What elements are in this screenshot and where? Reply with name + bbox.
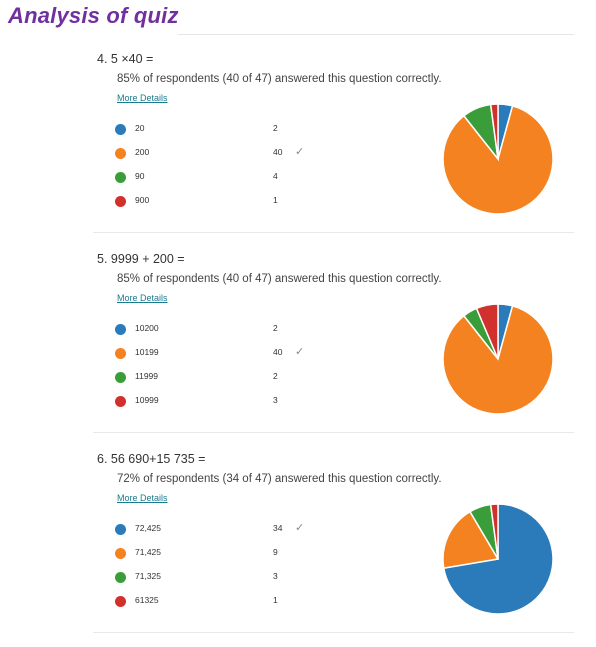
legend-dot (115, 596, 126, 607)
more-details-link[interactable]: More Details (117, 93, 168, 103)
option-row: 20 2 (115, 122, 345, 138)
legend-dot (115, 324, 126, 335)
page-title: Analysis of quiz (8, 3, 179, 28)
option-label: 61325 (135, 595, 159, 605)
option-row: 10999 3 (115, 394, 345, 410)
question-text: 9999 + 200 = (110, 252, 185, 266)
question-divider (93, 232, 574, 233)
option-label: 90 (135, 171, 145, 181)
question-divider (93, 432, 574, 433)
option-row: 10200 2 (115, 322, 345, 338)
legend-dot (115, 572, 126, 583)
option-row: 61325 1 (115, 594, 345, 610)
title-divider (178, 34, 574, 35)
option-count: 3 (273, 571, 278, 581)
legend-dot (115, 396, 126, 407)
option-count: 1 (273, 595, 278, 605)
pie-slice-10999 (475, 303, 499, 360)
option-row: 72,425 34 ✓ (115, 522, 345, 538)
question-summary: 85% of respondents (40 of 47) answered t… (117, 73, 442, 85)
more-details-link[interactable]: More Details (117, 293, 168, 303)
legend-dot (115, 172, 126, 183)
question-number: 6. (97, 452, 108, 466)
option-label: 10200 (135, 323, 159, 333)
option-row: 10199 40 ✓ (115, 346, 345, 362)
question-heading: 6. 56 690+15 735 = (97, 452, 205, 466)
question-number: 5. (97, 252, 108, 266)
checkmark-icon: ✓ (295, 346, 305, 358)
pie-slice-71425 (442, 510, 500, 570)
option-count: 34 (273, 523, 283, 533)
question-divider (93, 632, 574, 633)
option-count: 40 (273, 147, 283, 157)
option-label: 20 (135, 123, 145, 133)
option-row: 900 1 (115, 194, 345, 210)
option-count: 2 (273, 371, 278, 381)
option-label: 10199 (135, 347, 159, 357)
legend-dot (115, 348, 126, 359)
question-summary: 72% of respondents (34 of 47) answered t… (117, 473, 442, 485)
legend-dot (115, 524, 126, 535)
option-label: 71,425 (135, 547, 161, 557)
pie-chart (442, 103, 554, 215)
option-count: 2 (273, 323, 278, 333)
question-card-4: 4. 5 ×40 = 85% of respondents (40 of 47)… (93, 52, 574, 247)
pie-chart (442, 503, 554, 615)
option-count: 40 (273, 347, 283, 357)
option-label: 900 (135, 195, 150, 205)
legend-dot (115, 196, 126, 207)
pie-slice-10199 (442, 305, 554, 415)
question-card-5: 5. 9999 + 200 = 85% of respondents (40 o… (93, 252, 574, 447)
option-row: 90 4 (115, 170, 345, 186)
option-count: 1 (273, 195, 278, 205)
option-label: 200 (135, 147, 150, 157)
option-count: 9 (273, 547, 278, 557)
option-row: 200 40 ✓ (115, 146, 345, 162)
question-heading: 5. 9999 + 200 = (97, 252, 185, 266)
pie-slice-61325 (489, 503, 499, 560)
question-heading: 4. 5 ×40 = (97, 52, 153, 66)
question-number: 4. (97, 52, 108, 66)
option-count: 3 (273, 395, 278, 405)
pie-slice-900 (489, 103, 499, 160)
legend-dot (115, 124, 126, 135)
option-row: 71,425 9 (115, 546, 345, 562)
option-count: 4 (273, 171, 278, 181)
option-count: 2 (273, 123, 278, 133)
question-text: 5 ×40 = (110, 52, 154, 66)
question-card-6: 6. 56 690+15 735 = 72% of respondents (3… (93, 452, 574, 647)
more-details-link[interactable]: More Details (117, 493, 168, 503)
pie-chart (442, 303, 554, 415)
option-row: 11999 2 (115, 370, 345, 386)
legend-dot (115, 148, 126, 159)
option-label: 72,425 (135, 523, 161, 533)
legend-dot (115, 548, 126, 559)
option-label: 11999 (135, 371, 159, 381)
checkmark-icon: ✓ (295, 146, 305, 158)
question-summary: 85% of respondents (40 of 47) answered t… (117, 273, 442, 285)
question-text: 56 690+15 735 = (110, 452, 206, 466)
option-row: 71,325 3 (115, 570, 345, 586)
legend-dot (115, 372, 126, 383)
checkmark-icon: ✓ (295, 522, 305, 534)
option-label: 10999 (135, 395, 159, 405)
option-label: 71,325 (135, 571, 161, 581)
